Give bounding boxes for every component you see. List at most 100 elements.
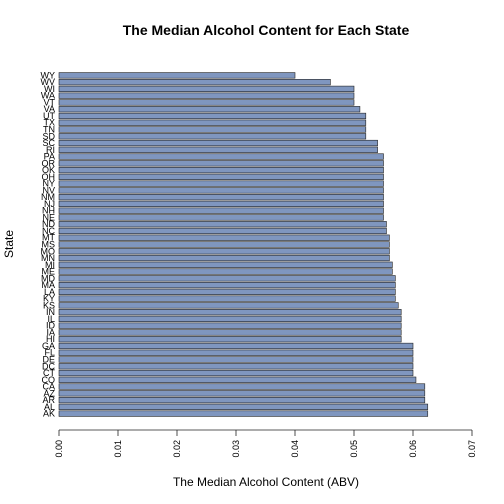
y-tick-label-hi: HI [46, 334, 55, 344]
bar-fl [58, 349, 414, 356]
y-tick-label-nc: NC [42, 226, 55, 236]
y-tick-label-nd: ND [42, 219, 55, 229]
bar-mt [58, 234, 390, 241]
y-tick-label-vt: VT [43, 97, 55, 107]
bar-ms [58, 241, 390, 248]
bar-hi [58, 336, 402, 343]
y-tick-label-mi: MI [45, 260, 55, 270]
bars-group [58, 72, 429, 417]
y-tick-label-md: MD [41, 273, 55, 283]
y-tick-label-nv: NV [42, 185, 55, 195]
bar-or [58, 160, 384, 167]
x-tick-label: 0.03 [231, 440, 241, 458]
bar-mi [58, 261, 393, 268]
bar-mn [58, 254, 390, 262]
y-tick-label-ny: NY [42, 179, 55, 189]
bar-ks [58, 302, 399, 309]
y-tick-label-nh: NH [42, 206, 55, 216]
bar-sd [58, 133, 367, 140]
y-tick-label-co: CO [42, 375, 56, 385]
y-tick-label-ar: AR [42, 395, 55, 405]
bar-in [58, 309, 402, 316]
bar-sc [58, 139, 378, 147]
bar-vt [58, 99, 355, 106]
y-tick-label-in: IN [46, 307, 55, 317]
y-tick-label-ia: IA [46, 327, 55, 337]
bar-nc [58, 227, 387, 235]
bar-ok [58, 166, 384, 174]
y-tick-label-tx: TX [43, 118, 55, 128]
bar-wv [58, 79, 331, 86]
bar-ky [58, 295, 396, 302]
x-tick-label: 0.06 [408, 440, 418, 458]
bar-nv [58, 187, 384, 194]
bar-me [58, 268, 393, 275]
bar-ia [58, 329, 402, 336]
bar-ar [58, 396, 426, 404]
y-tick-label-ok: OK [42, 165, 55, 175]
bar-nd [58, 221, 387, 228]
y-tick-label-wv: WV [41, 77, 56, 87]
x-tick-label: 0.00 [54, 440, 64, 458]
y-tick-label-ma: MA [42, 280, 56, 290]
y-tick-label-fl: FL [44, 348, 55, 358]
bar-ri [58, 146, 378, 153]
y-tick-label-wi: WI [44, 84, 55, 94]
chart-title: The Median Alcohol Content for Each Stat… [123, 22, 410, 38]
y-tick-label-ms: MS [42, 240, 56, 250]
y-tick-label-ak: AK [43, 409, 55, 419]
y-tick-label-wa: WA [41, 91, 55, 101]
bar-wa [58, 92, 355, 99]
bar-ca [58, 383, 426, 390]
y-tick-label-al: AL [44, 402, 55, 412]
y-tick-label-or: OR [42, 158, 56, 168]
bar-az [58, 390, 426, 397]
bar-va [58, 106, 361, 113]
y-tick-label-ks: KS [43, 300, 55, 310]
y-tick-label-mn: MN [41, 253, 55, 263]
x-tick-label: 0.07 [467, 440, 477, 458]
y-tick-label-il: IL [47, 314, 55, 324]
y-tick-label-ct: CT [43, 368, 55, 378]
y-tick-label-nj: NJ [44, 199, 55, 209]
bar-ny [58, 180, 384, 187]
y-tick-label-de: DE [42, 355, 55, 365]
bar-ut [58, 112, 367, 120]
bar-la [58, 288, 396, 295]
y-tick-label-sd: SD [42, 131, 55, 141]
y-tick-label-ky: KY [43, 294, 55, 304]
y-tick-label-va: VA [44, 104, 55, 114]
bar-dc [58, 363, 414, 370]
x-tick-label: 0.05 [349, 440, 359, 458]
y-tick-label-ca: CA [42, 382, 55, 392]
bar-wi [58, 85, 355, 93]
y-tick-label-nm: NM [41, 192, 55, 202]
y-tick-label-az: AZ [43, 388, 55, 398]
bar-ne [58, 214, 384, 221]
y-tick-label-oh: OH [42, 172, 56, 182]
y-tick-label-dc: DC [42, 361, 55, 371]
x-tick-label: 0.02 [172, 440, 182, 458]
y-tick-label-ne: NE [42, 212, 55, 222]
bar-de [58, 356, 414, 363]
y-tick-label-ri: RI [46, 145, 55, 155]
y-tick-labels: AKALARAZCACOCTDCDEFLGAHIIAIDILINKSKYLAMA… [41, 70, 56, 418]
y-axis-label: State [2, 230, 16, 258]
x-tick-label: 0.04 [290, 440, 300, 458]
bar-pa [58, 153, 384, 160]
y-tick-label-tn: TN [43, 125, 55, 135]
y-tick-label-pa: PA [44, 152, 55, 162]
bar-ma [58, 281, 396, 289]
y-tick-label-sc: SC [42, 138, 55, 148]
bar-co [58, 376, 417, 383]
y-tick-label-wy: WY [41, 70, 56, 80]
bar-tn [58, 126, 367, 133]
bar-ga [58, 342, 414, 350]
y-tick-label-ga: GA [42, 341, 55, 351]
bar-oh [58, 173, 384, 180]
bar-mo [58, 248, 390, 255]
bar-nh [58, 207, 384, 214]
x-axis-label: The Median Alcohol Content (ABV) [173, 475, 359, 489]
y-tick-label-la: LA [44, 287, 55, 297]
